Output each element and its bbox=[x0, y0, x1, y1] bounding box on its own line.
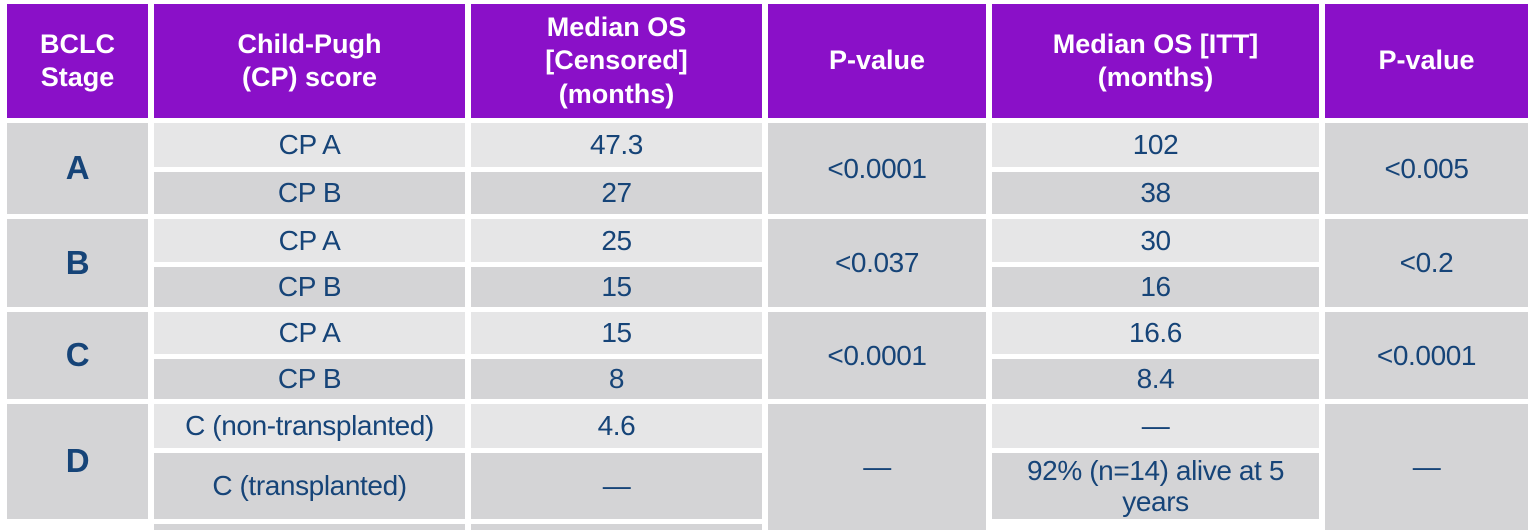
cp-cell: C (transplanted) bbox=[154, 453, 465, 519]
header-median-os-itt: Median OS [ITT] (months) bbox=[992, 4, 1319, 118]
os-itt-cell: 30 bbox=[992, 219, 1319, 262]
os-censored-cell: 8 bbox=[471, 359, 762, 399]
os-itt-cell: 16 bbox=[992, 267, 1319, 307]
os-itt-cell: — bbox=[992, 404, 1319, 448]
os-itt-cell: 102 bbox=[992, 123, 1319, 167]
p-value-itt-cell: <0.2 bbox=[1325, 219, 1528, 307]
p-value-itt-cell: — bbox=[1325, 404, 1528, 530]
cropped-row-sliver bbox=[471, 524, 762, 530]
cp-cell: CP B bbox=[154, 359, 465, 399]
os-itt-cell: 38 bbox=[992, 172, 1319, 214]
os-itt-cell: 8.4 bbox=[992, 359, 1319, 399]
header-p-value-itt: P-value bbox=[1325, 4, 1528, 118]
stage-cell-d: D bbox=[7, 404, 148, 519]
os-censored-cell: 47.3 bbox=[471, 123, 762, 167]
header-p-value-censored: P-value bbox=[768, 4, 986, 118]
os-itt-cell: 92% (n=14) alive at 5 years bbox=[992, 453, 1319, 519]
os-censored-cell: 15 bbox=[471, 267, 762, 307]
os-censored-cell: 27 bbox=[471, 172, 762, 214]
os-censored-cell: 25 bbox=[471, 219, 762, 262]
header-child-pugh-score: Child-Pugh (CP) score bbox=[154, 4, 465, 118]
stage-cell-c: C bbox=[7, 312, 148, 399]
p-value-censored-cell: <0.0001 bbox=[768, 312, 986, 399]
cp-cell: C (non-transplanted) bbox=[154, 404, 465, 448]
p-value-censored-cell: <0.037 bbox=[768, 219, 986, 307]
p-value-censored-cell: — bbox=[768, 404, 986, 530]
os-itt-cell: 16.6 bbox=[992, 312, 1319, 354]
os-censored-cell: 15 bbox=[471, 312, 762, 354]
cp-cell: CP B bbox=[154, 267, 465, 307]
stage-cell-b: B bbox=[7, 219, 148, 307]
os-censored-cell: — bbox=[471, 453, 762, 519]
cp-cell: CP A bbox=[154, 123, 465, 167]
p-value-censored-cell: <0.0001 bbox=[768, 123, 986, 214]
os-censored-cell: 4.6 bbox=[471, 404, 762, 448]
header-median-os-censored: Median OS [Censored] (months) bbox=[471, 4, 762, 118]
cropped-row-sliver bbox=[154, 524, 465, 530]
cp-cell: CP B bbox=[154, 172, 465, 214]
header-bclc-stage: BCLC Stage bbox=[7, 4, 148, 118]
stage-cell-a: A bbox=[7, 123, 148, 214]
p-value-itt-cell: <0.0001 bbox=[1325, 312, 1528, 399]
cp-cell: CP A bbox=[154, 312, 465, 354]
cp-cell: CP A bbox=[154, 219, 465, 262]
p-value-itt-cell: <0.005 bbox=[1325, 123, 1528, 214]
